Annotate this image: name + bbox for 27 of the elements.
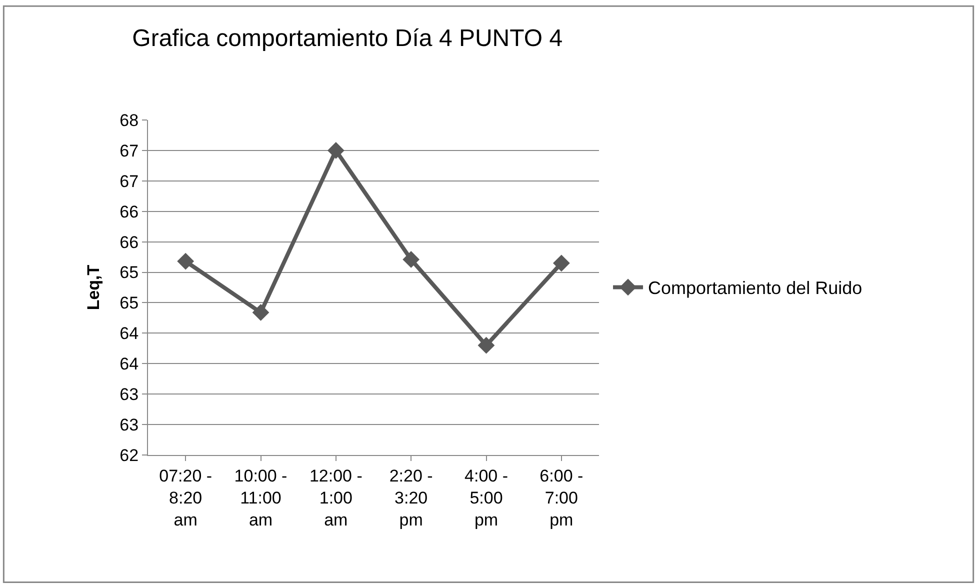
y-tick-label: 66 xyxy=(120,232,139,252)
x-tick-label: 07:20 - 8:20 am xyxy=(159,466,212,530)
y-tick-label: 65 xyxy=(120,294,139,313)
y-axis-title: Leq,T xyxy=(84,264,104,310)
point xyxy=(402,251,420,268)
point xyxy=(177,252,194,270)
y-tick-label: 63 xyxy=(120,385,139,404)
y-tick-label: 64 xyxy=(120,354,139,374)
y-tick-label: 62 xyxy=(120,446,139,465)
y-tick-label: 65 xyxy=(120,263,139,282)
point xyxy=(252,304,270,321)
x-tick-label: 4:00 - 5:00 pm xyxy=(464,466,508,530)
point xyxy=(327,142,344,159)
x-tick-label: 12:00 - 1:00 am xyxy=(309,466,362,530)
y-tick-label: 68 xyxy=(120,110,139,130)
y-tick-label: 66 xyxy=(120,202,139,222)
point xyxy=(478,336,495,354)
legend-label: Comportamiento del Ruido xyxy=(648,278,862,298)
x-tick-label: 6:00 - 7:00 pm xyxy=(540,466,584,530)
y-tick-label: 67 xyxy=(120,141,139,160)
y-tick-label: 67 xyxy=(120,172,139,191)
x-tick-label: 2:20 - 3:20 pm xyxy=(389,466,433,530)
chart-title: Grafica comportamiento Día 4 PUNTO 4 xyxy=(132,25,563,52)
y-tick-label: 64 xyxy=(120,324,139,344)
point xyxy=(552,254,570,272)
y-tick-label: 63 xyxy=(120,416,139,434)
x-tick-label: 10:00 - 11:00 am xyxy=(234,466,288,530)
